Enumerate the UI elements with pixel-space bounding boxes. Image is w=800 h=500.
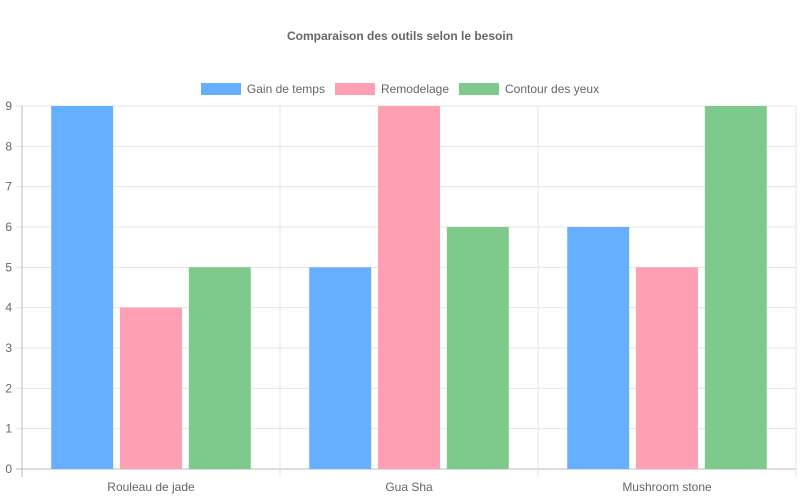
x-tick-label: Mushroom stone bbox=[622, 480, 712, 494]
bar bbox=[636, 267, 698, 469]
y-tick-label: 0 bbox=[5, 462, 12, 476]
bar bbox=[309, 267, 372, 469]
bar bbox=[567, 227, 630, 469]
y-tick-label: 5 bbox=[5, 260, 12, 274]
legend-label: Remodelage bbox=[380, 82, 450, 96]
y-tick-label: 4 bbox=[5, 301, 12, 315]
legend-swatch-green bbox=[459, 83, 500, 95]
y-tick-label: 8 bbox=[5, 139, 12, 153]
bar bbox=[51, 106, 114, 469]
y-tick-label: 2 bbox=[5, 381, 12, 395]
y-tick-label: 3 bbox=[5, 341, 12, 355]
legend-item-gain-de-temps[interactable]: Gain de temps bbox=[200, 82, 325, 96]
legend-item-remodelage[interactable]: Remodelage bbox=[334, 82, 450, 96]
legend: Gain de temps Remodelage Contour des yeu… bbox=[0, 82, 800, 96]
legend-item-contour-des-yeux[interactable]: Contour des yeux bbox=[459, 82, 599, 96]
y-tick-label: 1 bbox=[5, 422, 12, 436]
bar bbox=[120, 307, 182, 469]
x-tick-label: Rouleau de jade bbox=[107, 480, 195, 494]
y-tick-label: 9 bbox=[5, 99, 12, 113]
x-tick-label: Gua Sha bbox=[385, 480, 433, 494]
chart-title: Comparaison des outils selon le besoin bbox=[286, 29, 514, 43]
bar bbox=[188, 267, 251, 469]
legend-label: Gain de temps bbox=[246, 82, 325, 96]
y-tick-label: 7 bbox=[5, 180, 12, 194]
legend-label: Contour des yeux bbox=[505, 82, 600, 96]
bar bbox=[446, 227, 509, 469]
bar bbox=[704, 106, 767, 469]
legend-swatch-blue bbox=[200, 83, 241, 95]
y-tick-label: 6 bbox=[5, 220, 12, 234]
bar bbox=[378, 106, 440, 469]
legend-swatch-pink bbox=[334, 83, 375, 95]
